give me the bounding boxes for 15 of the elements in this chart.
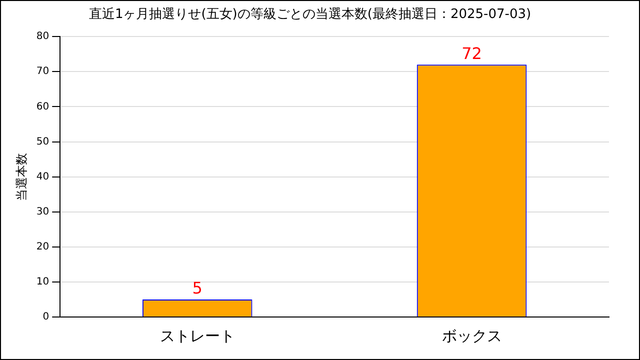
y-axis-title: 当選本数 bbox=[14, 152, 28, 201]
chart-title: 直近1ヶ月抽選りせ(五女)の等級ごとの当選本数(最終抽選日：2025-07-03) bbox=[88, 7, 532, 22]
y-tick-label: 30 bbox=[36, 206, 50, 218]
y-tick-label: 60 bbox=[36, 101, 50, 112]
x-tick-label: ボックス bbox=[442, 326, 502, 345]
y-tick-label: 70 bbox=[36, 66, 50, 78]
y-tick-label: 50 bbox=[36, 136, 50, 148]
x-tick-label: ストレート bbox=[160, 326, 235, 345]
y-tick-label: 40 bbox=[36, 171, 50, 182]
y-tick-label: 20 bbox=[36, 241, 50, 252]
y-tick-label: 10 bbox=[36, 276, 50, 288]
y-tick-label: 80 bbox=[36, 31, 50, 42]
y-tick-label: 0 bbox=[42, 312, 50, 323]
data-label: 5 bbox=[192, 278, 202, 298]
data-label: 72 bbox=[462, 44, 482, 63]
